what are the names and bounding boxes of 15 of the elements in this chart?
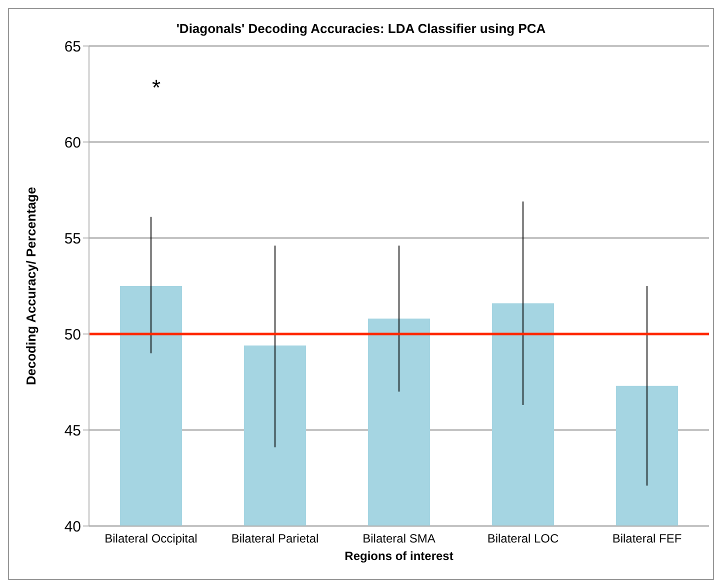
x-axis-title: Regions of interest [344, 549, 454, 563]
y-axis-title: Decoding Accuracy/ Percentage [24, 186, 39, 386]
y-tick-label: 40 [64, 518, 81, 536]
x-tick-label: Bilateral Occipital [104, 532, 198, 546]
x-tick-label: Bilateral LOC [487, 532, 560, 546]
x-tick-label: Bilateral SMA [362, 532, 436, 546]
annotation: * [152, 75, 161, 100]
x-tick-label: Bilateral FEF [612, 532, 682, 546]
y-tick-label: 55 [64, 230, 81, 248]
chart-title: 'Diagonals' Decoding Accuracies: LDA Classifier using PCA [175, 21, 547, 36]
y-tick-label: 45 [64, 422, 81, 440]
y-tick-label: 50 [64, 326, 81, 344]
y-tick-label: 60 [64, 134, 81, 152]
y-tick-label: 65 [64, 38, 81, 56]
x-tick-label: Bilateral Parietal [231, 532, 319, 546]
